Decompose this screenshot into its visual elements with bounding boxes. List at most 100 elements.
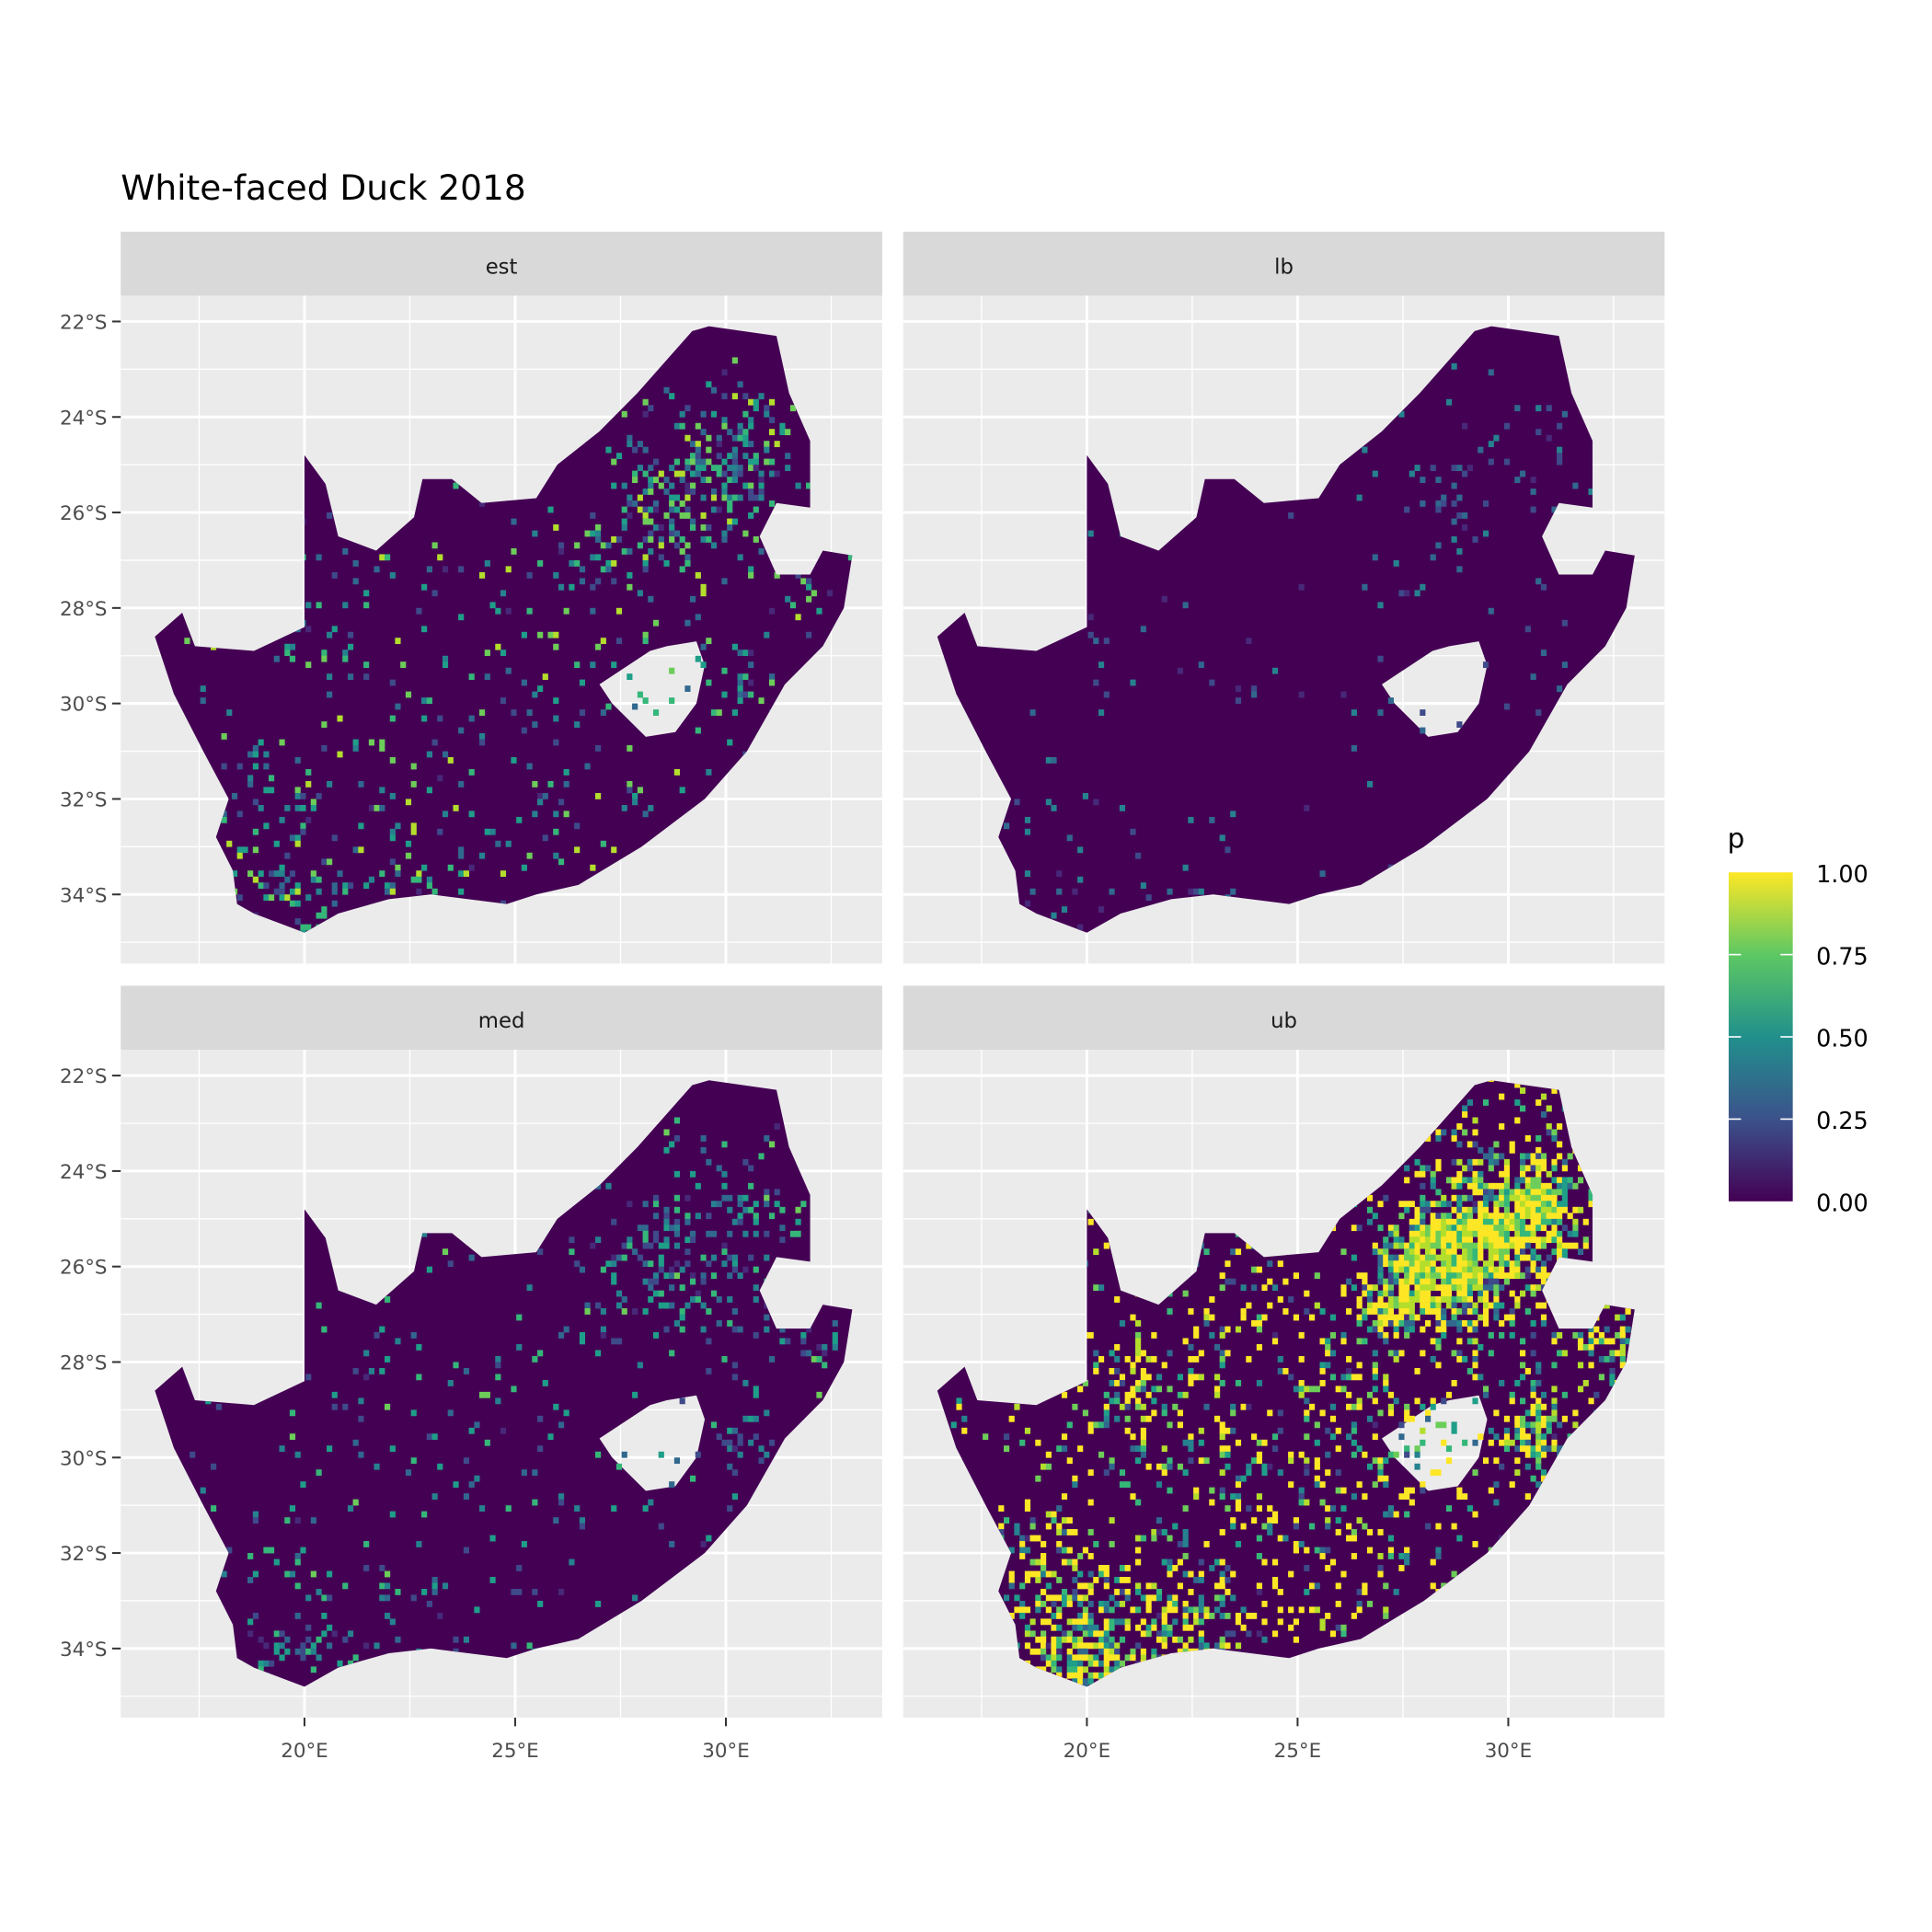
raster-cell <box>1041 1630 1047 1638</box>
raster-cell <box>1298 1332 1305 1339</box>
raster-cell <box>1061 1391 1068 1398</box>
raster-cell <box>1551 1129 1558 1136</box>
raster-cell <box>1503 1236 1511 1244</box>
raster-cell <box>690 1296 696 1303</box>
raster-cell <box>1167 1386 1173 1393</box>
plot-title: White-faced Duck 2018 <box>121 167 526 208</box>
raster-cell <box>1478 1189 1484 1196</box>
raster-cell <box>1119 1589 1126 1595</box>
raster-cell <box>1103 1654 1110 1662</box>
raster-cell <box>1530 1320 1536 1327</box>
raster-cell <box>200 685 206 693</box>
raster-cell <box>1198 1606 1204 1614</box>
raster-cell <box>595 554 602 561</box>
raster-cell <box>1493 1308 1500 1315</box>
raster-cell <box>1482 1242 1489 1249</box>
raster-cell <box>1520 1087 1526 1094</box>
raster-cell <box>468 1254 475 1261</box>
raster-cell <box>516 1344 523 1351</box>
raster-cell <box>1478 1177 1484 1184</box>
raster-cell <box>1271 1338 1279 1345</box>
raster-cell <box>710 542 718 549</box>
raster-cell <box>1466 1320 1473 1327</box>
raster-cell <box>1387 1308 1394 1315</box>
raster-cell <box>1288 1481 1294 1489</box>
raster-cell <box>595 792 602 799</box>
raster-cell <box>956 1397 962 1405</box>
raster-cell <box>1304 1469 1310 1477</box>
raster-cell <box>1277 1296 1283 1303</box>
raster-cell <box>768 1141 776 1148</box>
raster-cell <box>1077 1445 1084 1453</box>
raster-cell <box>352 1499 359 1506</box>
raster-cell <box>1051 1594 1057 1602</box>
raster-cell <box>1193 1493 1200 1501</box>
raster-cell <box>721 422 728 430</box>
raster-cell <box>1530 1153 1536 1160</box>
raster-cell <box>1540 1236 1547 1244</box>
raster-cell <box>478 1391 486 1398</box>
raster-cell <box>1456 1290 1463 1297</box>
raster-cell <box>748 1439 754 1446</box>
raster-cell <box>1404 1284 1410 1292</box>
raster-cell <box>421 715 428 722</box>
raster-cell <box>258 1636 264 1643</box>
raster-cell <box>1325 1362 1331 1369</box>
raster-cell <box>1056 1541 1063 1547</box>
raster-cell <box>727 1463 733 1470</box>
raster-cell <box>484 650 490 657</box>
raster-cell <box>1109 1642 1115 1650</box>
raster-cell <box>1203 1457 1210 1465</box>
raster-cell <box>1041 1553 1047 1559</box>
raster-cell <box>1546 1427 1552 1434</box>
raster-cell <box>1535 709 1542 716</box>
raster-cell <box>537 1445 544 1453</box>
raster-cell <box>1456 1272 1463 1280</box>
raster-cell <box>1130 1493 1136 1501</box>
raster-cell <box>758 697 765 704</box>
raster-cell <box>1425 1409 1432 1417</box>
raster-cell <box>595 530 602 537</box>
raster-cell <box>748 650 754 657</box>
raster-cell <box>700 429 707 436</box>
raster-cell <box>1466 1254 1473 1261</box>
raster-cell <box>600 638 606 645</box>
raster-cell <box>1420 1218 1426 1225</box>
raster-cell <box>1225 1565 1231 1571</box>
raster-cell <box>300 804 306 811</box>
raster-cell <box>627 1242 633 1249</box>
raster-cell <box>721 1242 728 1249</box>
raster-cell <box>1509 1314 1515 1321</box>
raster-cell <box>1182 1553 1189 1559</box>
raster-cell <box>1288 1606 1294 1614</box>
raster-cell <box>532 1469 538 1477</box>
raster-cell <box>1061 906 1068 914</box>
raster-cell <box>648 804 654 811</box>
raster-cell <box>1404 1403 1410 1410</box>
raster-cell <box>252 1612 259 1619</box>
raster-cell <box>279 1642 285 1650</box>
raster-cell <box>1393 1266 1399 1273</box>
raster-cell <box>1335 1386 1341 1393</box>
raster-cell <box>495 607 501 615</box>
raster-cell <box>1435 1230 1442 1237</box>
raster-cell <box>700 1302 707 1309</box>
raster-cell <box>1445 1248 1453 1256</box>
raster-cell <box>1288 1457 1294 1465</box>
raster-cell <box>1251 1517 1258 1524</box>
raster-cell <box>737 673 743 681</box>
raster-cell <box>1451 518 1457 525</box>
raster-cell <box>579 1266 586 1273</box>
raster-cell <box>347 643 354 650</box>
raster-cell <box>621 524 627 531</box>
raster-cell <box>1045 1511 1052 1518</box>
raster-cell <box>600 1308 606 1315</box>
raster-cell <box>632 477 638 483</box>
raster-cell <box>489 1577 496 1583</box>
raster-cell <box>1557 1236 1563 1244</box>
raster-cell <box>310 1642 316 1650</box>
raster-cell <box>1325 1547 1331 1554</box>
raster-cell <box>1551 1194 1558 1202</box>
raster-cell <box>1362 1314 1368 1321</box>
raster-cell <box>1251 1612 1258 1619</box>
